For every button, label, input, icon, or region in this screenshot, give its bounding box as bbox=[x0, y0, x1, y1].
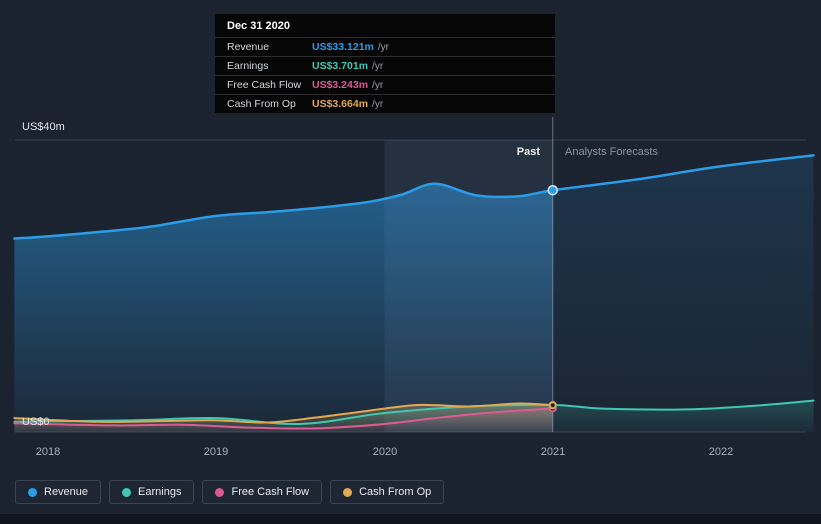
tooltip-row: Cash From Op US$3.664m /yr bbox=[215, 94, 555, 113]
x-tick-2022: 2022 bbox=[708, 446, 734, 458]
chart-tooltip: Dec 31 2020 Revenue US$33.121m /yr Earni… bbox=[215, 14, 555, 113]
legend-label: Earnings bbox=[138, 486, 182, 498]
legend-item-free-cash-flow[interactable]: Free Cash Flow bbox=[202, 480, 323, 504]
tooltip-row-value: US$33.121m bbox=[312, 41, 374, 53]
tooltip-date: Dec 31 2020 bbox=[227, 20, 290, 32]
legend-item-earnings[interactable]: Earnings bbox=[109, 480, 195, 504]
x-tick-2020: 2020 bbox=[372, 446, 398, 458]
tooltip-row-value: US$3.664m bbox=[312, 98, 369, 110]
x-tick-2021: 2021 bbox=[540, 446, 566, 458]
x-tick-2018: 2018 bbox=[35, 446, 61, 458]
tooltip-row-suffix: /yr bbox=[372, 98, 384, 110]
cash-from-op-series-dot-icon bbox=[343, 487, 353, 497]
legend-label: Cash From Op bbox=[359, 486, 432, 498]
tooltip-row: Earnings US$3.701m /yr bbox=[215, 56, 555, 75]
legend-item-cash-from-op[interactable]: Cash From Op bbox=[330, 480, 445, 504]
past-label: Past bbox=[516, 146, 540, 158]
tooltip-row-label: Revenue bbox=[227, 41, 270, 53]
tooltip-row-label: Cash From Op bbox=[227, 98, 296, 110]
tooltip-row-suffix: /yr bbox=[372, 79, 384, 91]
x-tick-2019: 2019 bbox=[203, 446, 229, 458]
legend-label: Revenue bbox=[44, 486, 89, 498]
tooltip-row-label: Earnings bbox=[227, 60, 269, 72]
analysts-forecasts-label: Analysts Forecasts bbox=[565, 146, 658, 158]
revenue-series-dot-icon bbox=[28, 487, 37, 497]
y-axis-label-top: US$40m bbox=[22, 121, 65, 133]
legend-label: Free Cash Flow bbox=[231, 486, 310, 498]
chart-legend: Revenue Earnings Free Cash Flow Cash Fro… bbox=[15, 480, 445, 504]
bottom-divider bbox=[0, 514, 821, 524]
tooltip-row-label: Free Cash Flow bbox=[227, 79, 302, 91]
earnings-series-dot-icon bbox=[122, 487, 132, 497]
free-cash-flow-series-dot-icon bbox=[215, 487, 225, 497]
tooltip-row: Revenue US$33.121m /yr bbox=[215, 37, 555, 56]
chart-canvas[interactable] bbox=[0, 110, 821, 470]
tooltip-row-suffix: /yr bbox=[372, 60, 384, 72]
legend-item-revenue[interactable]: Revenue bbox=[15, 480, 102, 504]
y-axis-label-zero: US$0 bbox=[22, 416, 50, 428]
tooltip-row: Free Cash Flow US$3.243m /yr bbox=[215, 75, 555, 94]
tooltip-row-value: US$3.701m bbox=[312, 60, 369, 72]
tooltip-row-suffix: /yr bbox=[377, 41, 389, 53]
tooltip-row-value: US$3.243m bbox=[312, 79, 369, 91]
